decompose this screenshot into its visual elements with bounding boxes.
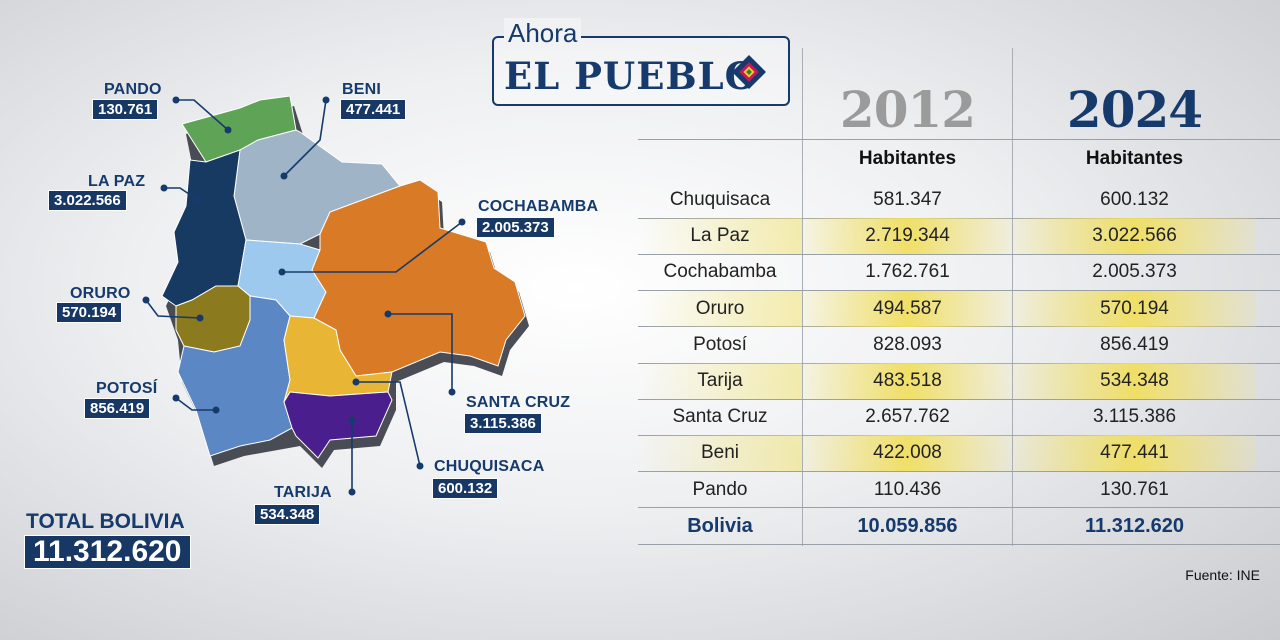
table-row: Oruro 494.587 570.194 <box>638 290 1280 327</box>
value-chuquisaca: 600.132 <box>432 478 499 499</box>
value-cochabamba: 2.005.373 <box>476 217 555 238</box>
cell-department: Tarija <box>638 363 802 399</box>
bolivia-map: PANDO 130.761 BENI 477.441 LA PAZ 3.022.… <box>24 81 599 569</box>
dept-santacruz <box>311 179 526 377</box>
cell-department: Cochabamba <box>663 261 777 283</box>
cell-2024: 2.005.373 <box>1092 261 1177 283</box>
row-divider <box>638 139 1280 140</box>
map-svg <box>142 95 529 496</box>
cell-2012: 10.059.856 <box>857 514 958 537</box>
total-bolivia-label: TOTAL BOLIVIA <box>26 510 185 533</box>
cell-2012: 581.347 <box>873 189 942 210</box>
leader-lines <box>145 99 463 492</box>
year-2024-header: 2024 <box>1066 80 1203 139</box>
table-row: La Paz 2.719.344 3.022.566 <box>638 218 1280 255</box>
row-divider <box>638 507 1280 509</box>
table-row: Cochabamba 1.762.761 2.005.373 <box>638 254 1280 290</box>
table-row: Chuquisaca 581.347 600.132 <box>638 182 1280 218</box>
label-pando: PANDO <box>104 81 162 98</box>
cell-2012: 2.719.344 <box>803 218 1012 255</box>
subheader-2024: Habitantes <box>1085 148 1184 169</box>
cell-2012: 494.587 <box>803 290 1012 327</box>
value-santacruz: 3.115.386 <box>464 413 542 434</box>
cell-2024: 130.761 <box>1100 478 1169 500</box>
label-tarija: TARIJA <box>274 484 332 501</box>
cell-2012: 1.762.761 <box>865 261 950 283</box>
cell-2012: 2.657.762 <box>865 406 950 428</box>
cell-2024: 534.348 <box>1013 363 1256 399</box>
cell-2012: 483.518 <box>803 363 1012 399</box>
logo-main-text: EL PUEBLO <box>504 54 758 98</box>
brand-logo: Ahora EL PUEBLO <box>492 18 790 106</box>
column-divider <box>1012 48 1013 546</box>
cell-2024: 3.022.566 <box>1013 218 1256 255</box>
cell-2024: 856.419 <box>1100 333 1169 355</box>
label-beni: BENI <box>342 81 382 98</box>
table-row: Tarija 483.518 534.348 <box>638 363 1280 399</box>
cell-2024: 477.441 <box>1013 435 1256 472</box>
table-row: Pando 110.436 130.761 <box>638 472 1280 508</box>
cell-department: Bolivia <box>687 514 753 537</box>
population-table: 2012 2024 Habitantes Habitantes Chuquisa… <box>638 0 1280 640</box>
row-divider <box>638 253 1280 255</box>
cell-2012: 828.093 <box>873 333 942 355</box>
row-divider <box>638 326 1280 328</box>
cell-2024: 3.115.386 <box>1092 406 1177 428</box>
cell-department: Santa Cruz <box>672 406 768 428</box>
table-row: Potosí 828.093 856.419 <box>638 327 1280 363</box>
dept-tarija <box>283 391 393 459</box>
label-oruro: ORURO <box>70 285 131 302</box>
value-tarija: 534.348 <box>254 504 321 525</box>
logo-emblem-icon <box>732 55 766 89</box>
cell-department: La Paz <box>638 218 802 255</box>
cell-department: Beni <box>638 435 802 472</box>
total-bolivia-value: 11.312.620 <box>24 535 191 569</box>
value-pando: 130.761 <box>92 99 159 120</box>
source-note: Fuente: INE <box>1185 567 1260 583</box>
label-potosi: POTOSÍ <box>96 380 158 397</box>
row-divider <box>638 543 1280 545</box>
label-santacruz: SANTA CRUZ <box>466 394 571 411</box>
table-row: Beni 422.008 477.441 <box>638 435 1280 472</box>
label-lapaz: LA PAZ <box>88 173 146 190</box>
subheader-2012: Habitantes <box>858 148 957 169</box>
value-oruro: 570.194 <box>56 302 123 323</box>
cell-2012: 110.436 <box>873 478 942 500</box>
dept-lapaz <box>161 149 247 307</box>
cell-department: Oruro <box>638 290 802 327</box>
label-chuquisaca: CHUQUISACA <box>434 458 545 475</box>
cell-department: Potosí <box>693 333 747 355</box>
table-row: Santa Cruz 2.657.762 3.115.386 <box>638 399 1280 435</box>
cell-department: Chuquisaca <box>669 189 771 210</box>
leader-dots <box>142 96 466 496</box>
cell-2024: 570.194 <box>1013 290 1256 327</box>
cell-2012: 422.008 <box>803 435 1012 472</box>
year-2012-header: 2012 <box>839 80 976 139</box>
table-total-row: Bolivia 10.059.856 11.312.620 <box>638 508 1280 544</box>
cell-department: Pando <box>692 478 748 500</box>
logo-ahora-text: Ahora <box>504 18 582 48</box>
column-divider <box>802 48 803 546</box>
value-potosi: 856.419 <box>84 398 151 419</box>
value-beni: 477.441 <box>340 99 407 120</box>
row-divider <box>638 471 1280 473</box>
cell-2024: 11.312.620 <box>1085 514 1184 537</box>
label-cochabamba: COCHABAMBA <box>478 198 599 215</box>
cell-2024: 600.132 <box>1100 189 1169 210</box>
value-lapaz: 3.022.566 <box>48 190 127 211</box>
row-divider <box>638 398 1280 400</box>
